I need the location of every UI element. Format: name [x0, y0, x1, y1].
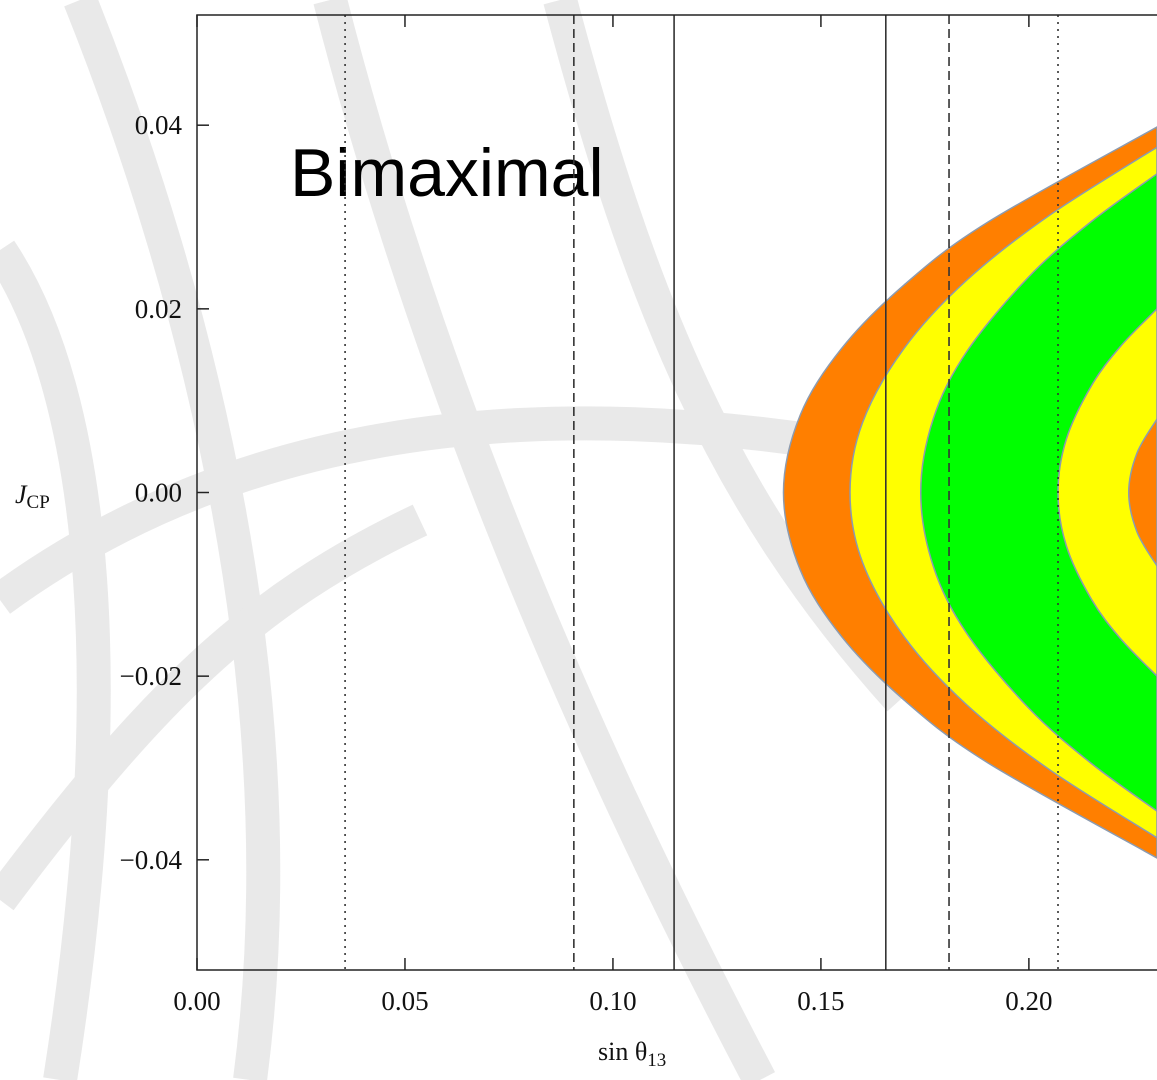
- x-tick-label: 0.05: [381, 986, 428, 1016]
- y-axis-label: JCP: [15, 480, 50, 513]
- chart: Bimaximal JCP sin θ13 0.00 0.05 0.10 0.15 0.…: [0, 0, 1157, 1080]
- plot-area: [783, 127, 1157, 858]
- x-axis-label: sin θ13: [598, 1037, 666, 1071]
- x-tick-label: 0.10: [589, 986, 636, 1016]
- y-label-sub: CP: [27, 492, 50, 513]
- y-tick-label: 0.02: [135, 294, 182, 324]
- x-label-main: sin θ: [598, 1037, 647, 1066]
- x-tick-label: 0.00: [173, 986, 220, 1016]
- y-tick-label: 0.04: [135, 110, 183, 140]
- x-tick-label: 0.20: [1005, 986, 1052, 1016]
- y-tick-label: −0.02: [120, 661, 182, 691]
- x-tick-label: 0.15: [797, 986, 844, 1016]
- y-tick-label: 0.00: [135, 478, 182, 508]
- annotation-title: Bimaximal: [290, 135, 604, 211]
- y-tick-label: −0.04: [120, 845, 183, 875]
- x-label-sub: 13: [647, 1050, 666, 1071]
